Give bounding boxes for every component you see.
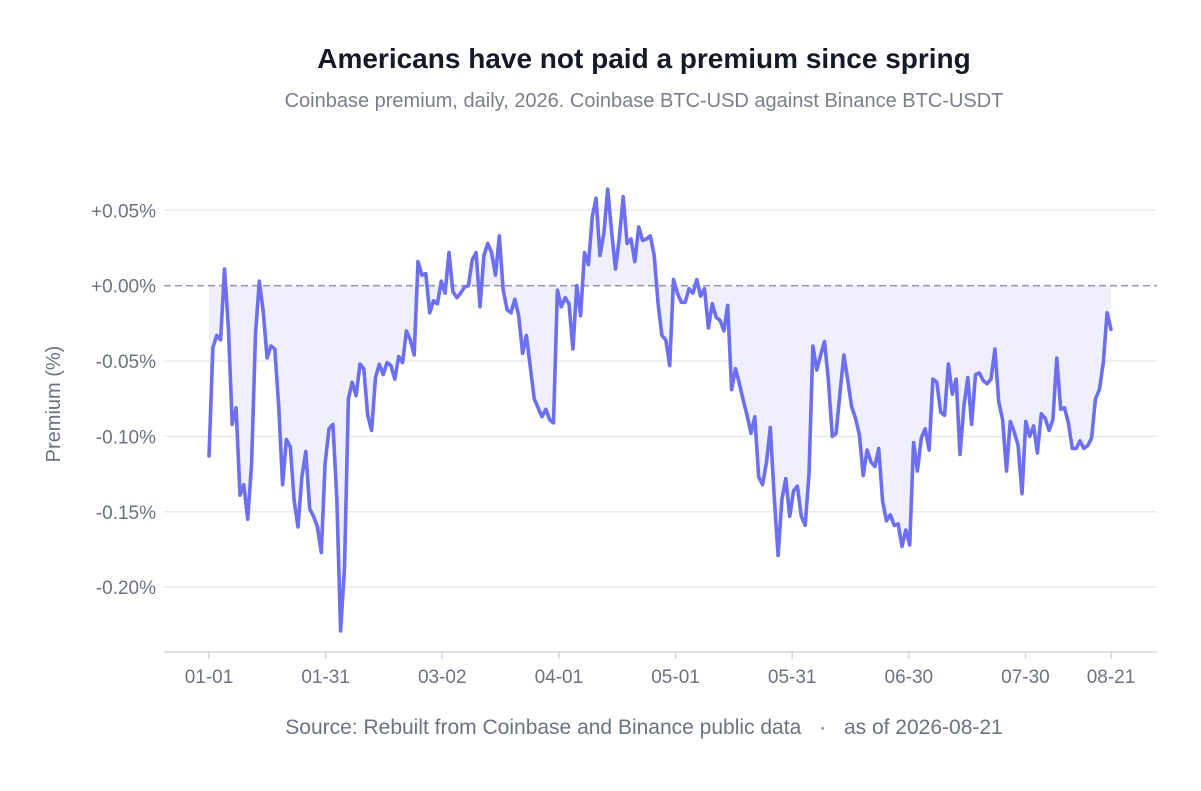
y-tick-label: -0.05%: [96, 352, 156, 373]
source-text: Source: Rebuilt from Coinbase and Binanc…: [285, 716, 801, 739]
y-tick-label: -0.20%: [96, 578, 156, 599]
x-tick-label: 05-01: [651, 667, 700, 688]
chart-subtitle: Coinbase premium, daily, 2026. Coinbase …: [285, 90, 1004, 112]
source-note: Source: Rebuilt from Coinbase and Binanc…: [285, 716, 1002, 739]
y-axis-label: Premium (%): [43, 346, 65, 463]
y-tick-label: +0.05%: [91, 201, 156, 222]
x-tick-label: 01-01: [185, 667, 234, 688]
source-separator: ·: [819, 716, 826, 739]
y-tick-label: -0.10%: [96, 427, 156, 448]
x-tick-label: 05-31: [768, 667, 817, 688]
y-tick-label: -0.15%: [96, 503, 156, 524]
as-of-date: as of 2026-08-21: [844, 716, 1003, 739]
chart-title: Americans have not paid a premium since …: [317, 43, 971, 74]
x-tick-label: 04-01: [535, 667, 584, 688]
x-tick-label: 06-30: [885, 667, 934, 688]
x-tick-label: 03-02: [418, 667, 467, 688]
x-axis-ticks: 01-01 01-31 03-02 04-01 05-01 05-31 06-30 07-30…: [185, 652, 1136, 688]
y-tick-label: +0.00%: [91, 277, 156, 298]
x-tick-label: 07-30: [1001, 667, 1050, 688]
y-axis-ticks: +0.05% +0.00% -0.05% -0.10% -0.15% -0.20%: [91, 201, 156, 599]
premium-series-line: [207, 187, 1113, 633]
x-tick-label: 08-21: [1087, 667, 1136, 688]
x-tick-label: 01-31: [301, 667, 350, 688]
